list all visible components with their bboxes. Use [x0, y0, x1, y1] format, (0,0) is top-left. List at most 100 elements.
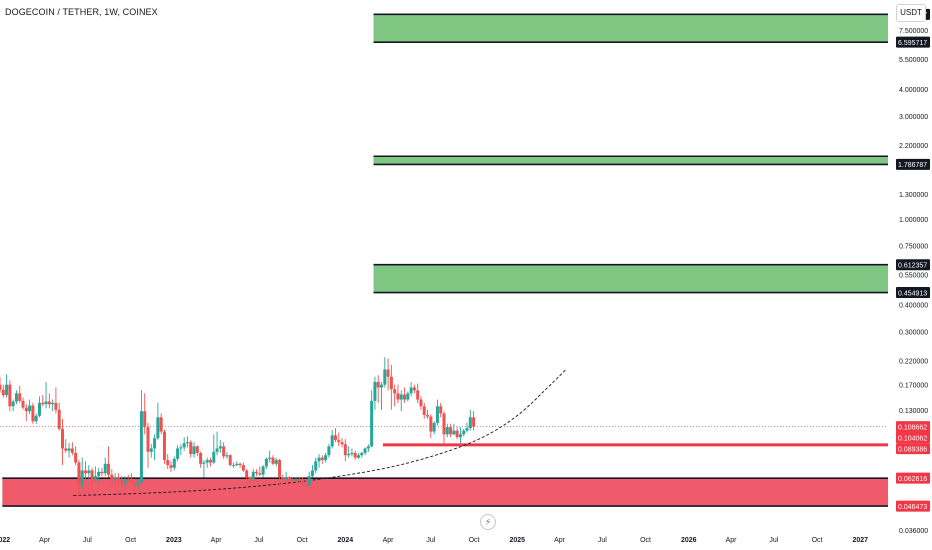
time-axis-label: Jul	[426, 537, 435, 544]
candle	[146, 422, 150, 468]
time-axis-label: Oct	[640, 537, 651, 544]
candle	[284, 471, 288, 481]
candle	[218, 440, 222, 453]
candle-body	[74, 452, 78, 463]
candle	[396, 384, 400, 403]
candle-body	[18, 393, 22, 401]
candle	[130, 473, 134, 486]
price-axis-label: 0.750000	[899, 244, 928, 251]
candle-body	[284, 477, 288, 480]
candle-body	[317, 457, 321, 462]
candle-body	[153, 438, 157, 449]
candle-body	[320, 457, 324, 461]
candle	[251, 469, 255, 483]
candle	[28, 399, 32, 415]
candle-body	[370, 400, 374, 447]
time-axis-label: 2024	[338, 537, 354, 544]
candle-body	[261, 466, 265, 475]
candles-layer	[0, 357, 476, 498]
candle	[189, 440, 193, 458]
candle-body	[218, 446, 222, 449]
candle	[208, 457, 212, 467]
support-zone	[2, 478, 889, 507]
candle	[376, 375, 380, 403]
candle	[449, 423, 453, 438]
candle	[14, 390, 18, 405]
candle	[116, 473, 120, 486]
candle	[458, 427, 462, 444]
candle-body	[297, 479, 301, 481]
candle-body	[222, 446, 226, 457]
candle	[172, 456, 176, 471]
candle-body	[452, 430, 456, 435]
candle-body	[60, 428, 64, 449]
candle	[406, 391, 410, 402]
time-axis-label: Apr	[554, 537, 566, 544]
candle-body	[215, 448, 219, 452]
candle	[439, 402, 443, 418]
candle-body	[179, 447, 183, 449]
candle	[353, 450, 357, 461]
candle-body	[445, 427, 449, 435]
price-axis-label: 2.200000	[899, 143, 928, 150]
candle	[468, 409, 472, 431]
candle	[149, 444, 153, 458]
resistance-zone	[373, 264, 888, 293]
candle	[363, 447, 367, 456]
candle	[261, 465, 265, 478]
candle-body	[324, 455, 328, 461]
price-tag: 0.612357	[896, 259, 930, 271]
candle-body	[126, 479, 130, 481]
candle-body	[146, 427, 150, 452]
time-axis-label: Oct	[125, 537, 136, 544]
currency-unit-button[interactable]: USDT	[896, 4, 926, 22]
time-axis-label: Jul	[769, 537, 778, 544]
candle	[159, 413, 163, 435]
candle-body	[412, 387, 416, 391]
time-axis-label: Jul	[83, 537, 92, 544]
candle-body	[356, 455, 360, 458]
candle	[54, 387, 58, 414]
candle-body	[37, 402, 41, 416]
candle	[133, 479, 137, 491]
candle	[199, 451, 203, 468]
candle-body	[314, 461, 318, 471]
candle	[264, 457, 268, 470]
candle-body	[51, 402, 55, 405]
candle-body	[389, 376, 393, 390]
candle	[347, 446, 351, 458]
candle-body	[44, 401, 48, 405]
candle-body	[28, 405, 32, 412]
candle	[307, 471, 311, 487]
candle	[205, 457, 209, 468]
price-axis-label: 0.550000	[899, 273, 928, 280]
candle-body	[472, 417, 476, 427]
candle-body	[268, 457, 272, 459]
time-axis-label: Oct	[297, 537, 308, 544]
resistance-zone	[373, 156, 888, 165]
candle	[44, 381, 48, 409]
candle	[215, 431, 219, 456]
candle	[70, 442, 74, 456]
price-tag: 0.046473	[896, 500, 930, 512]
candle	[47, 393, 51, 409]
candle	[90, 467, 94, 486]
time-axis-label: Jul	[598, 537, 607, 544]
candle-body	[403, 394, 407, 400]
price-tag-box	[896, 36, 930, 48]
candle	[228, 454, 232, 467]
lightning-icon[interactable]: ⚡︎	[480, 514, 496, 530]
support-line	[382, 443, 888, 447]
candle-body	[327, 446, 331, 456]
candle	[248, 476, 252, 486]
candle-body	[380, 384, 384, 388]
candle-body	[54, 402, 58, 410]
candle	[176, 445, 180, 462]
candle-body	[103, 463, 107, 474]
candle-body	[350, 452, 354, 455]
price-axis-label: 5.500000	[899, 57, 928, 64]
candle	[274, 457, 278, 467]
candle	[110, 469, 114, 483]
